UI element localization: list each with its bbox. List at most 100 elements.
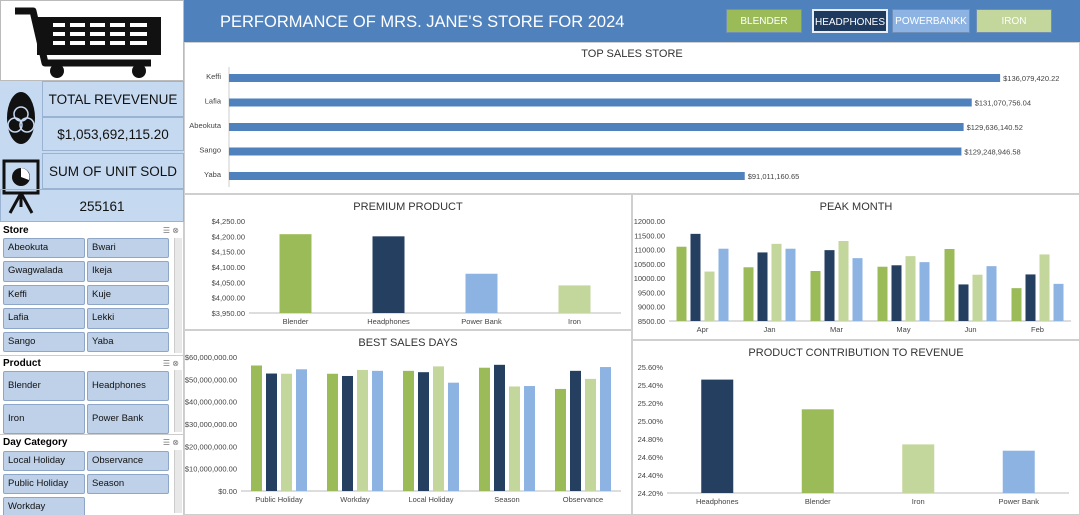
bar-may-s1: [877, 266, 888, 321]
slicer-item-keffi[interactable]: Keffi: [3, 284, 85, 306]
bar-observance-s1: [555, 388, 566, 491]
store-scrollbar[interactable]: [174, 238, 182, 353]
slicer-item-sango[interactable]: Sango: [3, 331, 85, 352]
bar-yaba: [229, 172, 745, 180]
slicer-item-local-holiday[interactable]: Local Holiday: [3, 451, 85, 471]
presentation-chart-icon: [2, 159, 40, 214]
y-tick-label: $4,050.00: [212, 278, 245, 287]
day-scrollbar[interactable]: [174, 450, 182, 513]
y-tick-label: 25.00%: [638, 417, 664, 426]
y-tick-label: $4,200.00: [212, 232, 245, 241]
slicer-item-iron[interactable]: Iron: [3, 404, 85, 434]
y-tick-label: 9000.00: [638, 303, 665, 312]
bar-feb-s2: [1025, 274, 1036, 321]
x-tick-label: Apr: [697, 325, 709, 334]
product-slicer-header: Product ☰ ⊗: [0, 355, 183, 370]
y-tick-label: $0.00: [218, 487, 237, 496]
slicer-item-bwari[interactable]: Bwari: [87, 238, 169, 259]
bar-local-holiday-s2: [418, 372, 429, 491]
slicer-item-headphones[interactable]: Headphones: [87, 371, 169, 401]
slicer-item-blender[interactable]: Blender: [3, 371, 85, 401]
slicer-item-abeokuta[interactable]: Abeokuta: [3, 238, 85, 259]
contribution-panel: PRODUCT CONTRIBUTION TO REVENUE 24.20% 24.…: [632, 340, 1080, 515]
slicer-item-kuje[interactable]: Kuje: [87, 284, 169, 306]
slicer-item-lekki[interactable]: Lekki: [87, 308, 169, 329]
y-tick-label: $4,000.00: [212, 294, 245, 303]
bar-season-s1: [479, 367, 490, 491]
bar-mar-s4: [852, 258, 863, 321]
y-tick-label: 24.20%: [638, 489, 664, 498]
y-tick-label: $4,100.00: [212, 263, 245, 272]
bar-value-label: $136,079,420.22: [1003, 74, 1059, 83]
bar-may-s3: [905, 256, 916, 321]
filter-button-headphones[interactable]: HEADPHONES: [812, 9, 888, 33]
bar-mar-s2: [824, 250, 835, 321]
bar-feb-s3: [1039, 254, 1050, 321]
slicer-item-power-bank[interactable]: Power Bank: [87, 404, 169, 434]
units-label: SUM OF UNIT SOLD: [42, 153, 184, 189]
bar-jan-s3: [771, 243, 782, 321]
bar-sango: [229, 147, 962, 156]
y-tick-label: 25.20%: [638, 399, 664, 408]
y-tick-label: $3,950.00: [212, 309, 245, 318]
slicer-item-public-holiday[interactable]: Public Holiday: [3, 474, 85, 494]
bar-iron: [902, 444, 935, 493]
bar-feb-s4: [1053, 283, 1064, 321]
x-tick-label: Mar: [830, 325, 843, 334]
slicer-item-season[interactable]: Season: [87, 474, 169, 494]
x-tick-label: Local Holiday: [408, 495, 453, 504]
bar-lafia: [229, 98, 972, 107]
bar-may-s4: [919, 262, 930, 321]
bar-workday-s2: [342, 375, 353, 491]
bar-jan-s4: [785, 248, 796, 321]
day-slicer-header: Day Category ☰ ⊗: [0, 434, 183, 449]
chart-title: PRODUCT CONTRIBUTION TO REVENUE: [748, 347, 963, 359]
bar-jun-s3: [972, 274, 983, 321]
filter-button-blender[interactable]: BLENDER: [726, 9, 802, 33]
filter-button-powerbankk[interactable]: POWERBANKK: [892, 9, 970, 33]
bar-mar-s1: [810, 271, 821, 321]
y-tick-label: $20,000,000.00: [185, 442, 237, 451]
slicer-item-gwagwalada[interactable]: Gwagwalada: [3, 261, 85, 282]
x-tick-label: May: [896, 325, 910, 334]
filter-clear-icon[interactable]: ☰ ⊗: [162, 226, 179, 235]
bar-jun-s1: [944, 249, 955, 321]
bar-apr-s4: [718, 248, 729, 321]
slicer-item-lafia[interactable]: Lafia: [3, 308, 85, 329]
bar-feb-s1: [1011, 288, 1022, 321]
filter-clear-icon[interactable]: ☰ ⊗: [162, 359, 179, 368]
bar-season-s3: [509, 386, 520, 491]
filter-button-iron[interactable]: IRON: [976, 9, 1052, 33]
x-tick-label: Season: [494, 495, 519, 504]
bar-jun-s2: [958, 284, 969, 321]
y-tick-label: 10500.00: [634, 260, 665, 269]
slicer-item-workday[interactable]: Workday: [3, 497, 85, 515]
x-tick-label: Blender: [805, 497, 831, 506]
slicer-item-yaba[interactable]: Yaba: [87, 331, 169, 352]
y-tick-label: 9500.00: [638, 288, 665, 297]
bar-apr-s2: [690, 233, 701, 321]
filter-clear-icon[interactable]: ☰ ⊗: [162, 438, 179, 447]
bar-blender: [279, 234, 312, 313]
y-tick-label: 11000.00: [634, 246, 665, 255]
day-slicer-title: Day Category: [3, 437, 68, 448]
slicer-item-observance[interactable]: Observance: [87, 451, 169, 471]
product-slicer-title: Product: [3, 358, 41, 369]
product-scrollbar[interactable]: [174, 370, 182, 432]
bar-category-label: Lafia: [205, 97, 222, 106]
bar-season-s2: [494, 364, 505, 491]
y-tick-label: $50,000,000.00: [185, 375, 237, 384]
store-slicer-title: Store: [3, 225, 29, 236]
x-tick-label: Jun: [964, 325, 976, 334]
bar-observance-s4: [600, 367, 611, 491]
bar-jan-s1: [743, 267, 754, 321]
slicer-item-ikeja[interactable]: Ikeja: [87, 261, 169, 282]
bar-public-holiday-s1: [251, 365, 262, 491]
bar-local-holiday-s4: [448, 382, 459, 491]
bar-category-label: Keffi: [206, 72, 221, 81]
y-tick-label: $40,000,000.00: [185, 398, 237, 407]
bar-category-label: Sango: [199, 146, 221, 155]
top-sales-panel: TOP SALES STORE Keffi $136,079,420.22 Lafia…: [184, 42, 1080, 194]
y-tick-label: 25.60%: [638, 363, 664, 372]
shopping-cart-icon: [15, 7, 161, 78]
